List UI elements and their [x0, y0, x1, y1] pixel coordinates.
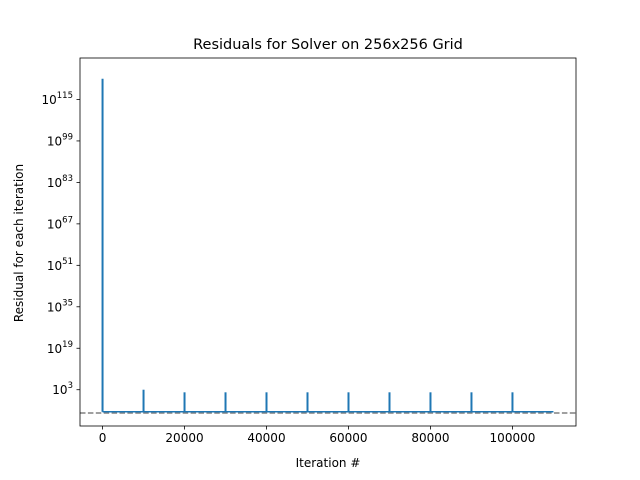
y-tick-base: 10 [47, 134, 62, 148]
x-tick-label: 0 [99, 431, 107, 445]
y-tick-base: 10 [47, 259, 62, 273]
y-tick-exponent: 115 [57, 91, 73, 101]
y-tick-base: 10 [41, 93, 56, 107]
x-tick-label: 100000 [490, 431, 536, 445]
y-tick-base: 10 [47, 217, 62, 231]
axes-frame [79, 57, 577, 427]
y-tick-label: 1019 [47, 340, 73, 356]
x-tick-label: 20000 [165, 431, 203, 445]
chart-title: Residuals for Solver on 256x256 Grid [193, 37, 463, 53]
y-tick-label: 10115 [41, 91, 73, 107]
y-tick-base: 10 [47, 300, 62, 314]
y-tick-label: 1035 [47, 298, 73, 314]
x-axis-label: Iteration # [296, 456, 361, 470]
y-tick-exponent: 67 [62, 215, 73, 225]
x-tick-label: 40000 [247, 431, 285, 445]
axes: 0 20000 40000 60000 80000 1000001031019103510… [41, 57, 577, 445]
y-tick-exponent: 19 [62, 340, 73, 350]
y-tick-exponent: 3 [68, 381, 73, 391]
x-tick-label: 80000 [411, 431, 449, 445]
y-tick-label: 103 [52, 381, 73, 397]
y-tick-label: 1099 [47, 132, 73, 148]
y-tick-label: 1067 [47, 215, 73, 231]
x-tick-label: 60000 [329, 431, 367, 445]
y-tick-exponent: 35 [62, 298, 73, 308]
y-tick-exponent: 51 [62, 257, 73, 267]
y-tick-label: 1051 [47, 257, 73, 273]
y-tick-label: 1083 [47, 174, 73, 190]
plot-area [80, 78, 576, 414]
y-tick-base: 10 [52, 383, 67, 397]
y-axis-label: Residual for each iteration [12, 164, 26, 322]
y-tick-base: 10 [47, 176, 62, 190]
y-tick-exponent: 99 [62, 132, 73, 142]
y-tick-exponent: 83 [62, 174, 73, 184]
y-tick-base: 10 [47, 342, 62, 356]
